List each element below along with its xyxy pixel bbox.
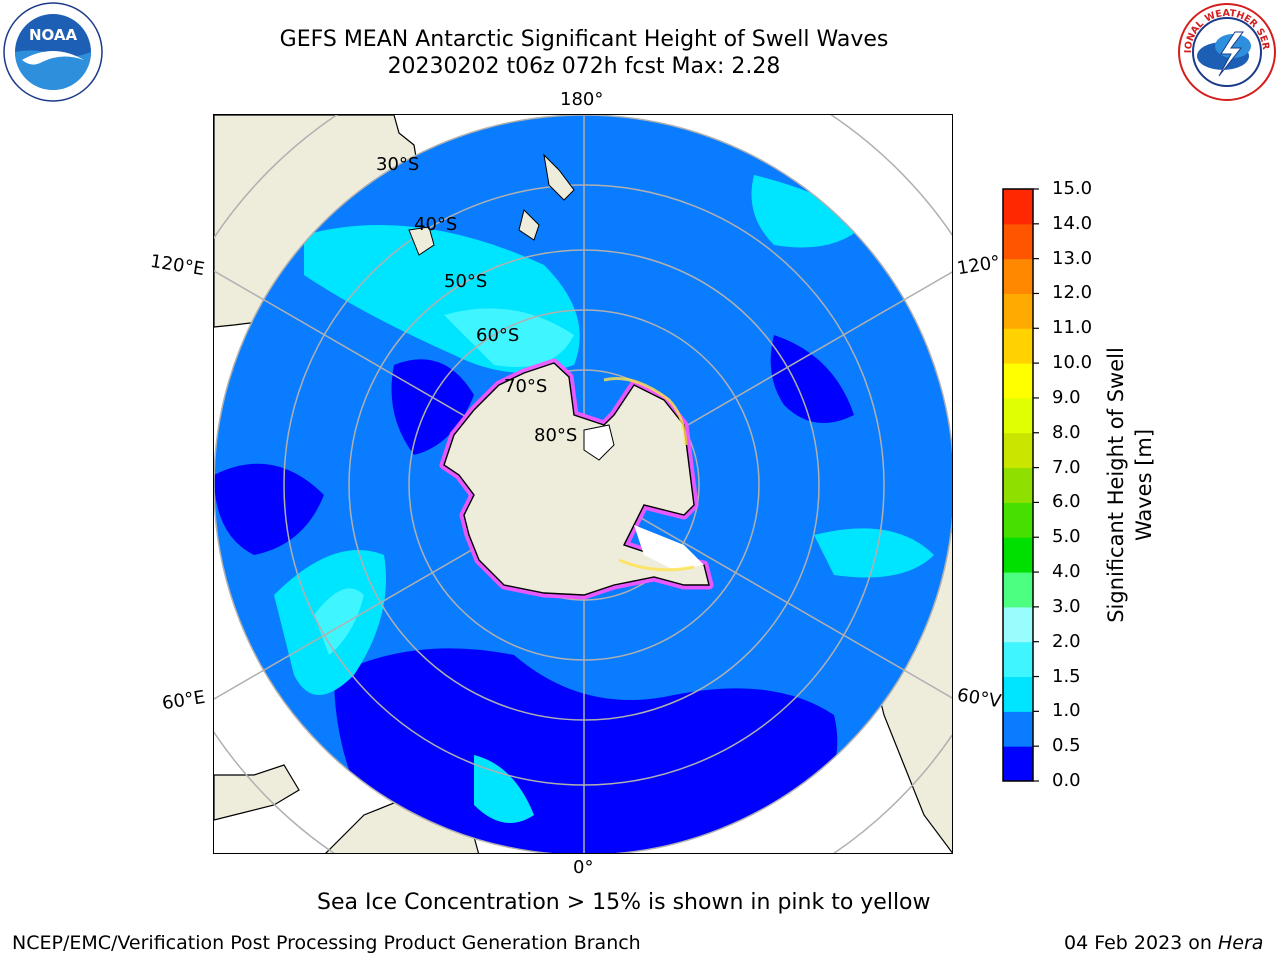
colorbar-tick-label: 6.0 bbox=[1052, 491, 1081, 513]
polar-map: 30°S 40°S 50°S 60°S 70°S 80°S bbox=[213, 114, 953, 854]
colorbar-tick-label: 8.0 bbox=[1052, 421, 1081, 443]
colorbar-segment bbox=[1003, 711, 1033, 747]
sea-ice-caption: Sea Ice Concentration > 15% is shown in … bbox=[317, 890, 931, 915]
run-machine: Hera bbox=[1218, 932, 1264, 954]
colorbar-border bbox=[1002, 188, 1034, 782]
colorbar-tick-label: 12.0 bbox=[1052, 282, 1093, 304]
run-date-text: 04 Feb 2023 on bbox=[1064, 932, 1212, 954]
lon-label-bottom: 0° bbox=[573, 857, 594, 878]
lat-label-70s: 70°S bbox=[504, 376, 547, 397]
lon-label-top: 180° bbox=[560, 89, 604, 110]
colorbar-tick-label: 0.5 bbox=[1052, 735, 1081, 757]
colorbar-segment bbox=[1003, 363, 1033, 399]
colorbar-segment bbox=[1003, 189, 1033, 225]
colorbar-tick-label: 11.0 bbox=[1052, 317, 1093, 339]
inner-land bbox=[408, 153, 575, 256]
colorbar-segment bbox=[1003, 676, 1033, 712]
colorbar-segment bbox=[1003, 432, 1033, 469]
colorbar-segment bbox=[1003, 293, 1033, 329]
lat-label-80s: 80°S bbox=[534, 425, 577, 446]
lat-label-40s: 40°S bbox=[414, 214, 457, 235]
colorbar-tick-label: 1.5 bbox=[1052, 665, 1081, 687]
colorbar-tick-label: 7.0 bbox=[1052, 456, 1081, 478]
colorbar-title-line1: Significant Height of Swell bbox=[1104, 347, 1128, 623]
colorbar-tick-label: 3.0 bbox=[1052, 595, 1081, 617]
colorbar-segment bbox=[1003, 397, 1033, 434]
noaa-logo-text: NOAA bbox=[29, 26, 78, 44]
lat-label-60s: 60°S bbox=[476, 325, 519, 346]
colorbar-segment bbox=[1003, 328, 1033, 364]
colorbar-segment bbox=[1003, 467, 1033, 503]
colorbar-segment bbox=[1003, 223, 1033, 260]
colorbar-tick-label: 13.0 bbox=[1052, 247, 1093, 269]
lat-labels: 30°S 40°S 50°S 60°S 70°S 80°S bbox=[376, 154, 577, 446]
colorbar-tick-label: 5.0 bbox=[1052, 526, 1081, 548]
colorbar-segment bbox=[1003, 572, 1033, 608]
colorbar-segment bbox=[1003, 606, 1033, 643]
chart-title: GEFS MEAN Antarctic Significant Height o… bbox=[279, 27, 889, 52]
colorbar-tick-label: 4.0 bbox=[1052, 561, 1081, 583]
colorbar-segment bbox=[1003, 641, 1033, 678]
lon-label-left-upper: 120°E bbox=[148, 250, 207, 281]
colorbar-tick-label: 10.0 bbox=[1052, 352, 1093, 374]
colorbar-tick-label: 14.0 bbox=[1052, 212, 1093, 234]
noaa-logo: NOAA bbox=[3, 2, 103, 102]
lat-label-50s: 50°S bbox=[444, 271, 487, 292]
nws-logo: NATIONAL WEATHER SERVICE bbox=[1177, 2, 1276, 101]
colorbar-segment bbox=[1003, 502, 1033, 538]
lon-label-right-lower: 60°V bbox=[955, 684, 1003, 713]
polar-map-svg: 30°S 40°S 50°S 60°S 70°S 80°S bbox=[214, 115, 952, 853]
antarctica bbox=[439, 358, 714, 600]
lat-label-30s: 30°S bbox=[376, 154, 419, 175]
colorbar-title-line2: Waves [m] bbox=[1132, 428, 1156, 542]
run-date: 04 Feb 2023 on Hera bbox=[1064, 932, 1263, 954]
colorbar-segment bbox=[1003, 537, 1033, 573]
colorbar bbox=[1002, 188, 1039, 782]
colorbar-title: Significant Height of Swell Waves [m] bbox=[1102, 347, 1158, 623]
colorbar-segment bbox=[1003, 746, 1033, 782]
lon-label-left-lower: 60°E bbox=[160, 686, 207, 715]
colorbar-tick-label: 15.0 bbox=[1052, 178, 1093, 199]
colorbar-tick-label: 2.0 bbox=[1052, 630, 1081, 652]
colorbar-segment bbox=[1003, 258, 1033, 294]
producer-credit: NCEP/EMC/Verification Post Processing Pr… bbox=[12, 932, 641, 954]
colorbar-tick-label: 1.0 bbox=[1052, 700, 1081, 722]
colorbar-tick-label: 9.0 bbox=[1052, 386, 1081, 408]
chart-subtitle: 20230202 t06z 072h fcst Max: 2.28 bbox=[387, 54, 781, 79]
colorbar-tick-label: 0.0 bbox=[1052, 770, 1081, 791]
lon-label-right-upper: 120° bbox=[955, 251, 1002, 280]
